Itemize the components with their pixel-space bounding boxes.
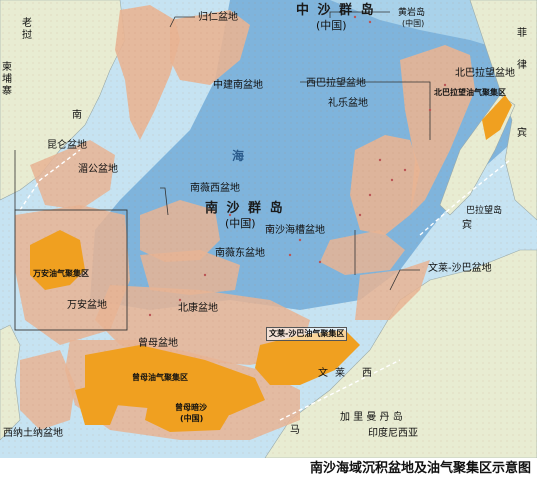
wanan-zone-label: 万安油气聚集区	[33, 269, 89, 278]
shoal-dots	[148, 15, 447, 317]
lile-basin-label: 礼乐盆地	[328, 98, 368, 109]
beikang-basin-label: 北康盆地	[178, 303, 218, 314]
cambodia-label-2: 埔	[2, 74, 12, 85]
kunlun-basin-label: 昆仑盆地	[47, 140, 87, 151]
beibalawang-zone-label: 北巴拉望油气聚集区	[434, 88, 506, 97]
guiren-basin-label: 归仁盆地	[198, 12, 238, 23]
nansha-china-label: (中国)	[225, 217, 256, 230]
malaysia-label-xi: 西	[362, 368, 372, 379]
wanan-frame	[14, 209, 128, 331]
wenlai-zone-label: 文莱-沙巴油气聚集区	[266, 327, 348, 341]
zengmu-china-label: (中国)	[180, 414, 204, 423]
cambodia-label-1: 柬	[2, 62, 12, 73]
zengmu-zone-label: 曾母油气聚集区	[132, 373, 188, 382]
balawang-island-label: 巴拉望岛	[466, 206, 503, 216]
nansha-haicao-basin-label: 南沙海槽盆地	[265, 225, 325, 236]
huangyan-island-label: 黄岩岛	[398, 8, 426, 18]
zengmu-shoal-label: 曾母暗沙	[175, 403, 207, 412]
indonesia-label: 印度尼西亚	[368, 428, 418, 439]
zone-zengmu-3	[145, 395, 235, 432]
zhongjiannan-basin-label: 中建南盆地	[213, 80, 263, 91]
wenlai-shaba-basin-label: 文莱-沙巴盆地	[428, 263, 492, 274]
xibalawang-basin-label: 西巴拉望盆地	[306, 78, 366, 89]
meigong-basin-label: 湄公盆地	[78, 164, 118, 175]
sea-label: 海	[232, 149, 245, 163]
leader-lines	[14, 11, 431, 291]
vietnam-label: 南	[72, 110, 82, 121]
brunei-label-2: 莱	[335, 368, 345, 379]
map-caption: 南沙海域沉积盆地及油气聚集区示意图	[0, 458, 537, 480]
zone-wenlai	[255, 330, 360, 385]
border-line-east	[419, 159, 511, 236]
zone-zengmu-1	[85, 345, 265, 415]
brunei-label-1: 文	[318, 368, 328, 379]
border-line-south	[279, 359, 401, 421]
laos-label-1: 老	[22, 18, 32, 29]
nansha-islands-label: 南 沙 群 岛	[205, 201, 285, 216]
philippines-label-3: 宾	[517, 128, 527, 139]
zone-beibalawang	[482, 95, 512, 140]
zone-zengmu-2	[75, 385, 120, 425]
beibalawang-basin-label: 北巴拉望盆地	[455, 68, 515, 79]
wanan-basin-label: 万安盆地	[67, 300, 107, 311]
philippines-label-2: 律	[517, 60, 527, 71]
philippines-label-4: 宾	[462, 220, 472, 231]
malaysia-label-ma: 马	[290, 425, 300, 436]
south-china-sea-map: 老 挝 柬 埔 寨 南 菲 律 宾 宾 海 文 莱 西 马 加 里 曼 丹 岛 …	[0, 0, 537, 458]
kalimantan-label: 加 里 曼 丹 岛	[340, 412, 403, 423]
zhongsha-islands-label: 中 沙 群 岛	[296, 3, 376, 18]
laos-label-2: 挝	[22, 30, 32, 41]
zhongsha-china-label: (中国)	[316, 19, 347, 32]
nanweixi-basin-label: 南薇西盆地	[190, 183, 240, 194]
caption-text: 南沙海域沉积盆地及油气聚集区示意图	[309, 461, 531, 476]
philippines-label-1: 菲	[517, 28, 527, 39]
huangyan-china-label: (中国)	[402, 19, 425, 28]
nanweidong-basin-label: 南薇东盆地	[215, 248, 265, 259]
cambodia-label-3: 寨	[2, 86, 12, 97]
xinazhuna-basin-label: 西纳土纳盆地	[3, 428, 63, 439]
zone-wanan	[30, 230, 85, 290]
zengmu-basin-label: 曾母盆地	[138, 338, 178, 349]
map-base	[0, 0, 537, 458]
border-line-west	[19, 149, 81, 211]
